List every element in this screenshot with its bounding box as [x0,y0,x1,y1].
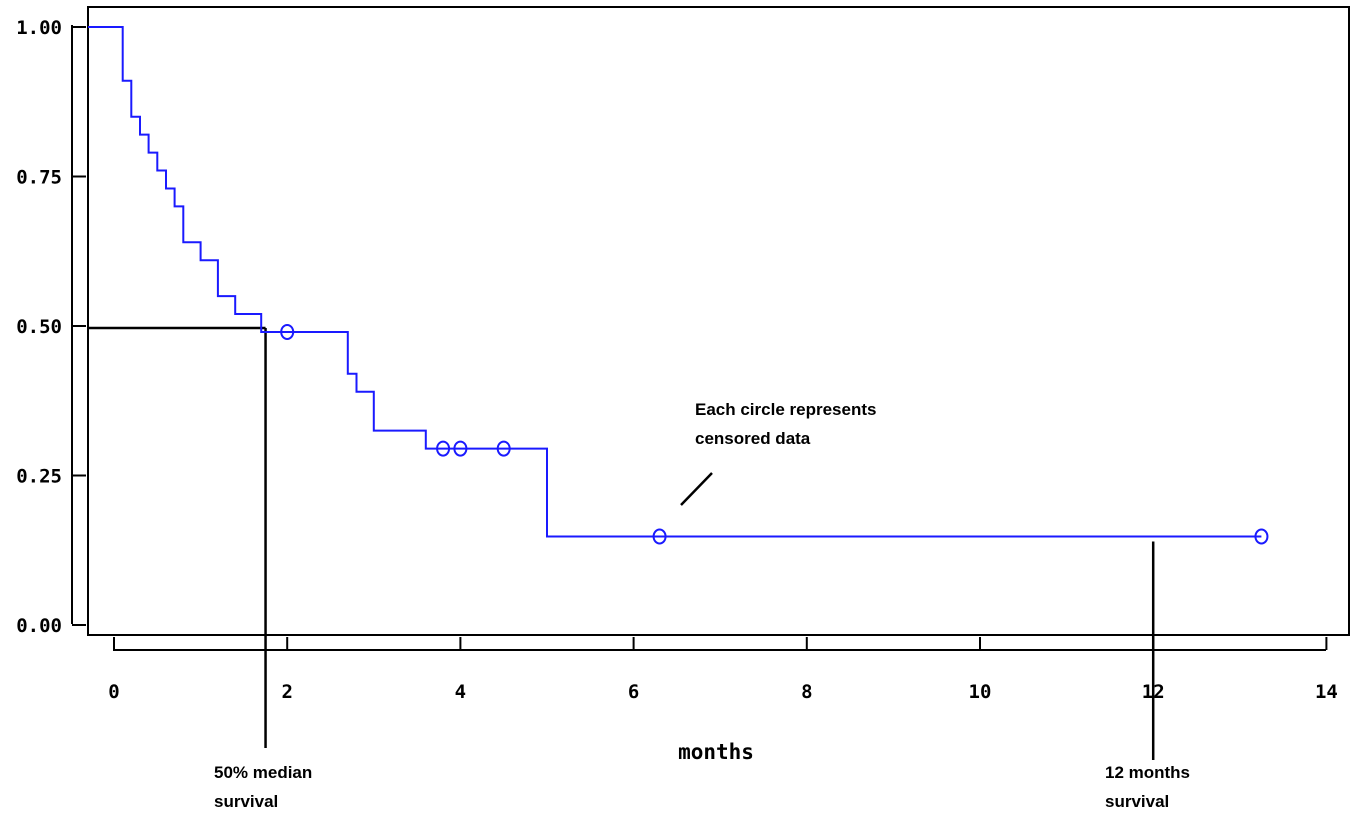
censored-point [496,440,511,457]
x-tick-label: 14 [1315,681,1338,703]
y-tick-label: 0.00 [16,615,62,637]
reference-lines [88,326,1155,760]
x-tick-label: 8 [801,681,812,703]
median-label-line-2: survival [214,792,278,811]
y-tick-label: 1.00 [16,17,62,39]
censored-point [436,440,451,457]
plot-frame [87,6,1350,636]
censor-arrow [680,472,713,506]
censored-point [453,440,468,457]
y-tick-label: 0.50 [16,316,62,338]
survival-series [88,26,1269,545]
y-tick-label: 0.25 [16,466,62,488]
censored-point [1254,528,1269,545]
twelve-label-line-2: survival [1105,792,1169,811]
twelve-label-line-1: 12 months [1105,763,1190,782]
censor-note-line-2: censored data [695,429,811,448]
median-label-line-1: 50% median [214,763,312,782]
x-axis-title: months [678,740,754,764]
censor-note-line-1: Each circle represents [695,400,876,419]
x-tick-label: 4 [455,681,466,703]
x-tick-label: 6 [628,681,639,703]
y-tick-label: 0.75 [16,167,62,189]
censored-point [280,323,295,340]
censored-point [652,528,667,545]
survival-step-line [88,26,1262,538]
x-tick-label: 10 [969,681,992,703]
x-tick-label: 0 [108,681,119,703]
x-tick-label: 2 [281,681,292,703]
y-axis-ticks: 0.00 0.25 0.50 0.75 1.00 [16,17,86,637]
